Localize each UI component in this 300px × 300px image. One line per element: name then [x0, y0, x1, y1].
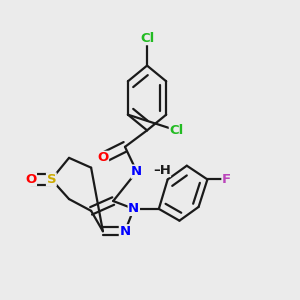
Text: S: S [46, 173, 56, 186]
Text: N: N [128, 202, 140, 215]
Text: Cl: Cl [169, 124, 184, 137]
Text: N: N [119, 225, 130, 238]
Text: O: O [25, 173, 36, 186]
Text: Cl: Cl [140, 32, 154, 45]
Text: –H: –H [153, 164, 171, 177]
Text: N: N [131, 165, 142, 178]
Text: O: O [97, 152, 109, 164]
Text: F: F [222, 173, 231, 186]
